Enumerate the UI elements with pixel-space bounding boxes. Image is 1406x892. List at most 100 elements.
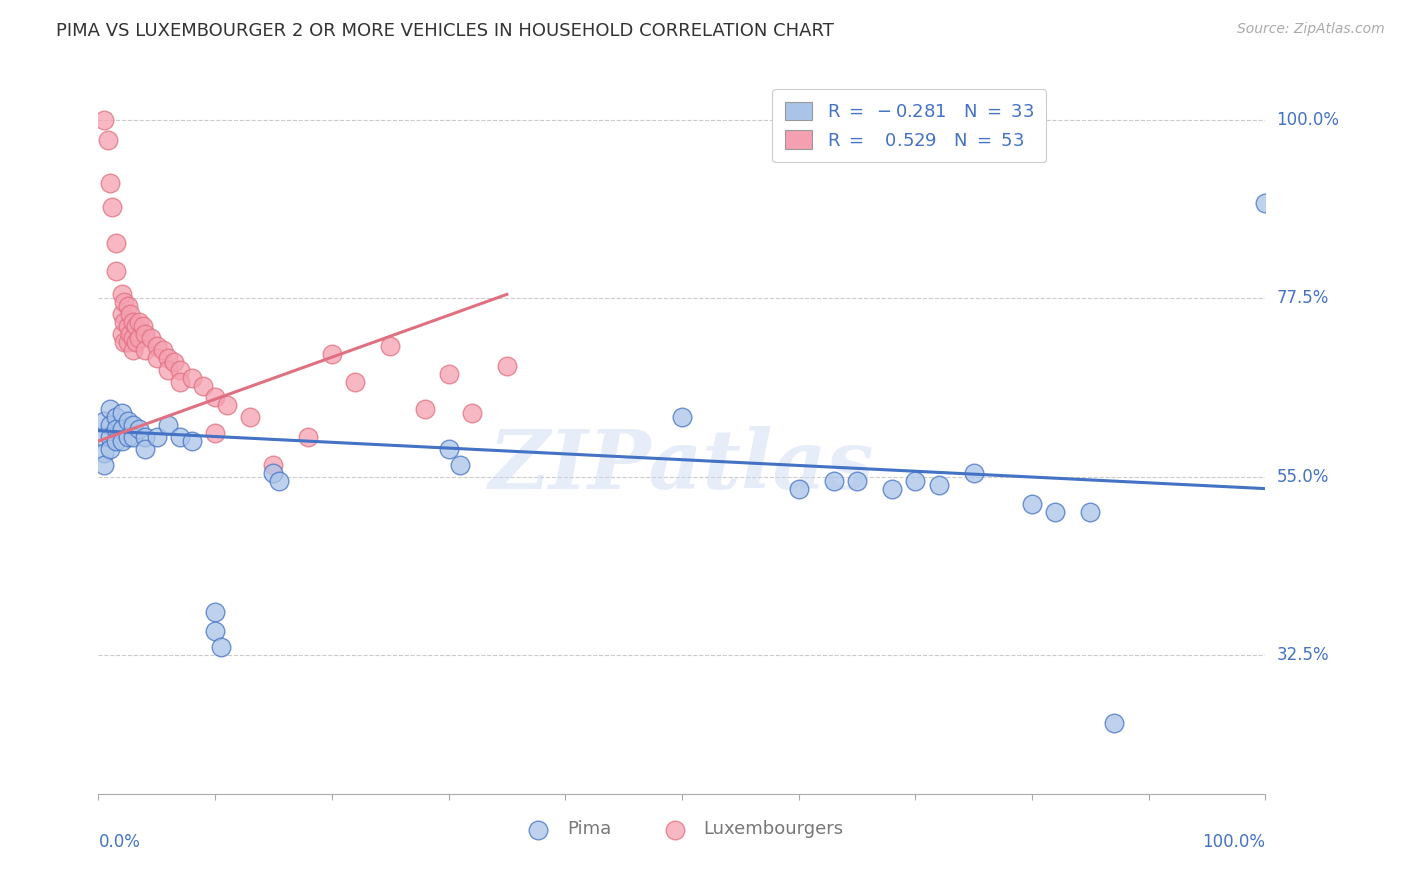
Point — [204, 426, 226, 441]
Point — [93, 458, 115, 472]
Point — [134, 343, 156, 357]
Point — [380, 339, 402, 353]
Point — [1045, 505, 1067, 519]
Point — [134, 442, 156, 456]
Point — [262, 466, 284, 480]
Point — [104, 434, 127, 448]
Text: Source: ZipAtlas.com: Source: ZipAtlas.com — [1237, 22, 1385, 37]
Point — [117, 299, 139, 313]
Point — [169, 375, 191, 389]
Point — [180, 370, 202, 384]
Point — [98, 442, 121, 456]
Point — [157, 351, 180, 365]
Text: 100.0%: 100.0% — [1202, 833, 1265, 851]
Point — [962, 466, 984, 480]
Point — [93, 430, 115, 444]
Point — [93, 414, 115, 428]
Point — [671, 410, 693, 425]
Point — [125, 334, 148, 349]
Point — [204, 391, 226, 405]
Point — [104, 422, 127, 436]
Point — [262, 458, 284, 472]
Legend: Pima, Luxembourgers: Pima, Luxembourgers — [513, 814, 851, 846]
Point — [146, 430, 169, 444]
Point — [904, 474, 927, 488]
Point — [118, 307, 141, 321]
Point — [117, 319, 139, 334]
Point — [128, 315, 150, 329]
Point — [128, 422, 150, 436]
Point — [449, 458, 471, 472]
Point — [117, 414, 139, 428]
Point — [93, 112, 115, 127]
Point — [180, 434, 202, 448]
Point — [169, 430, 191, 444]
Point — [1102, 715, 1125, 730]
Point — [1021, 498, 1043, 512]
Point — [128, 331, 150, 345]
Point — [98, 430, 121, 444]
Text: 0.0%: 0.0% — [98, 833, 141, 851]
Point — [146, 339, 169, 353]
Text: 55.0%: 55.0% — [1277, 467, 1329, 486]
Point — [122, 315, 145, 329]
Point — [93, 446, 115, 460]
Point — [1254, 196, 1277, 211]
Point — [132, 319, 155, 334]
Text: PIMA VS LUXEMBOURGER 2 OR MORE VEHICLES IN HOUSEHOLD CORRELATION CHART: PIMA VS LUXEMBOURGER 2 OR MORE VEHICLES … — [56, 22, 834, 40]
Text: 77.5%: 77.5% — [1277, 289, 1329, 308]
Text: 32.5%: 32.5% — [1277, 646, 1329, 665]
Point — [152, 343, 174, 357]
Point — [122, 418, 145, 433]
Point — [204, 605, 226, 619]
Point — [112, 315, 135, 329]
Point — [157, 362, 180, 376]
Point — [111, 434, 134, 448]
Point — [104, 235, 127, 250]
Point — [437, 367, 460, 381]
Point — [204, 624, 226, 639]
Point — [413, 402, 436, 417]
Point — [215, 398, 238, 412]
Point — [823, 474, 845, 488]
Point — [98, 402, 121, 417]
Point — [239, 410, 262, 425]
Point — [122, 343, 145, 357]
Point — [787, 482, 810, 496]
Point — [880, 482, 903, 496]
Point — [111, 287, 134, 301]
Point — [163, 355, 186, 369]
Point — [117, 334, 139, 349]
Point — [209, 640, 232, 655]
Point — [134, 430, 156, 444]
Point — [846, 474, 869, 488]
Point — [461, 406, 484, 420]
Point — [111, 422, 134, 436]
Point — [146, 351, 169, 365]
Point — [193, 378, 215, 392]
Point — [928, 477, 950, 491]
Point — [269, 474, 291, 488]
Point — [112, 295, 135, 310]
Point — [111, 307, 134, 321]
Text: ZIPatlas: ZIPatlas — [489, 425, 875, 506]
Point — [344, 375, 367, 389]
Point — [134, 326, 156, 341]
Point — [437, 442, 460, 456]
Point — [97, 133, 120, 147]
Text: 100.0%: 100.0% — [1277, 111, 1340, 129]
Point — [111, 406, 134, 420]
Point — [111, 326, 134, 341]
Point — [98, 177, 121, 191]
Point — [122, 430, 145, 444]
Point — [321, 347, 343, 361]
Point — [157, 418, 180, 433]
Point — [118, 326, 141, 341]
Point — [104, 410, 127, 425]
Point — [122, 331, 145, 345]
Point — [112, 334, 135, 349]
Point — [1080, 505, 1102, 519]
Point — [169, 362, 191, 376]
Point — [101, 200, 124, 214]
Point — [139, 331, 162, 345]
